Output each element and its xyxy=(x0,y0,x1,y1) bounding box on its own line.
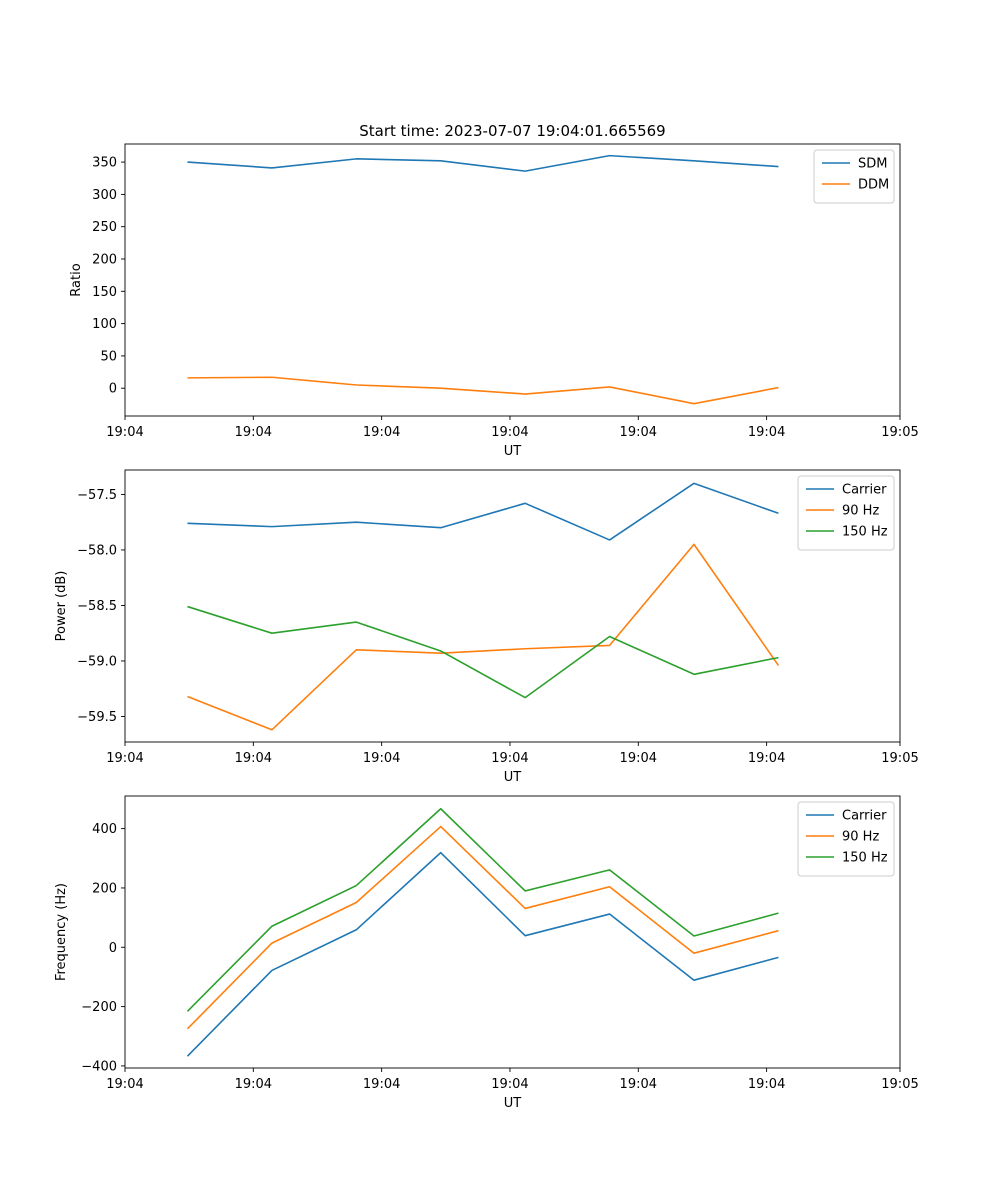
x-tick-label: 19:04 xyxy=(748,425,785,440)
y-tick-label: 350 xyxy=(92,156,117,171)
x-tick-label: 19:04 xyxy=(363,751,400,766)
y-axis-label: Frequency (Hz) xyxy=(54,883,69,981)
x-axis-label: UT xyxy=(504,1096,522,1111)
x-tick-label: 19:04 xyxy=(363,425,400,440)
x-tick-label: 19:04 xyxy=(235,751,272,766)
y-tick-label: 100 xyxy=(92,317,117,332)
legend: Carrier 90 Hz 150 Hz xyxy=(797,475,895,551)
x-axis-label: UT xyxy=(504,444,522,459)
y-tick-label: 400 xyxy=(92,822,117,837)
x-tick-label: 19:04 xyxy=(748,751,785,766)
y-tick-label: −200 xyxy=(81,1000,117,1015)
y-tick-label: −400 xyxy=(81,1059,117,1074)
x-tick-label: 19:05 xyxy=(881,425,918,440)
x-tick-label: 19:04 xyxy=(491,751,528,766)
axes-frame xyxy=(124,795,901,1069)
x-tick-label: 19:04 xyxy=(106,425,143,440)
x-tick-label: 19:04 xyxy=(106,751,143,766)
series-line-carrier xyxy=(187,482,779,541)
y-tick-label: 250 xyxy=(92,220,117,235)
x-tick-label: 19:04 xyxy=(620,425,657,440)
y-tick-label: 0 xyxy=(109,382,117,397)
legend-label: Carrier xyxy=(842,809,887,824)
y-tick-label: 150 xyxy=(92,285,117,300)
x-tick-label: 19:04 xyxy=(620,1077,657,1092)
x-tick-label: 19:04 xyxy=(748,1077,785,1092)
y-tick-label: −59.5 xyxy=(77,710,117,725)
series-line-90-hz xyxy=(186,825,779,1030)
legend-label: 90 Hz xyxy=(842,504,879,519)
y-tick-label: −58.5 xyxy=(77,599,117,614)
x-tick-label: 19:04 xyxy=(106,1077,143,1092)
series-line-150-hz xyxy=(187,605,779,699)
series-line-carrier xyxy=(186,851,779,1057)
axes-frame xyxy=(124,143,901,417)
x-tick-label: 19:04 xyxy=(235,1077,272,1092)
y-axis-label: Ratio xyxy=(69,263,84,296)
figure-title: Start time: 2023-07-07 19:04:01.665569 xyxy=(359,122,665,140)
chart-panel-2: 19:04 19:04 19:04 19:04 19:04 19:04 19:05 −59.5… xyxy=(54,469,919,785)
x-tick-label: 19:04 xyxy=(491,1077,528,1092)
chart-panel-3: 19:04 19:04 19:04 19:04 19:04 19:04 19:05 −400 −… xyxy=(54,795,919,1111)
series-line-90-hz xyxy=(187,543,780,731)
x-tick-label: 19:04 xyxy=(363,1077,400,1092)
legend-label: 90 Hz xyxy=(842,830,879,845)
chart-panel-1: 19:04 19:04 19:04 19:04 19:04 19:04 19:05 0 50 10… xyxy=(69,143,919,459)
series-line-ddm xyxy=(187,376,779,405)
x-tick-label: 19:04 xyxy=(235,425,272,440)
charts-container: 19:04 19:04 19:04 19:04 19:04 19:04 19:05 0 50 10… xyxy=(54,143,919,1111)
axes-frame xyxy=(124,469,901,743)
legend-label: SDM xyxy=(858,157,887,172)
series-line-150-hz xyxy=(186,807,779,1012)
series-line-sdm xyxy=(187,154,779,172)
legend-label: 150 Hz xyxy=(842,525,888,540)
y-tick-label: −59.0 xyxy=(77,654,117,669)
y-tick-label: 50 xyxy=(100,349,117,364)
legend: SDM DDM xyxy=(813,149,895,204)
y-tick-label: 300 xyxy=(92,188,117,203)
y-tick-label: 200 xyxy=(92,253,117,268)
y-tick-label: 0 xyxy=(109,941,117,956)
legend-label: Carrier xyxy=(842,483,887,498)
x-tick-label: 19:05 xyxy=(881,751,918,766)
legend-label: 150 Hz xyxy=(842,851,888,866)
legend-label: DDM xyxy=(858,178,889,193)
y-tick-label: −57.5 xyxy=(77,488,117,503)
y-axis-label: Power (dB) xyxy=(54,571,69,642)
y-tick-label: 200 xyxy=(92,881,117,896)
x-axis-label: UT xyxy=(504,770,522,785)
x-tick-label: 19:04 xyxy=(620,751,657,766)
y-tick-label: −58.0 xyxy=(77,543,117,558)
x-tick-label: 19:04 xyxy=(491,425,528,440)
x-tick-label: 19:05 xyxy=(881,1077,918,1092)
legend: Carrier 90 Hz 150 Hz xyxy=(797,801,895,877)
